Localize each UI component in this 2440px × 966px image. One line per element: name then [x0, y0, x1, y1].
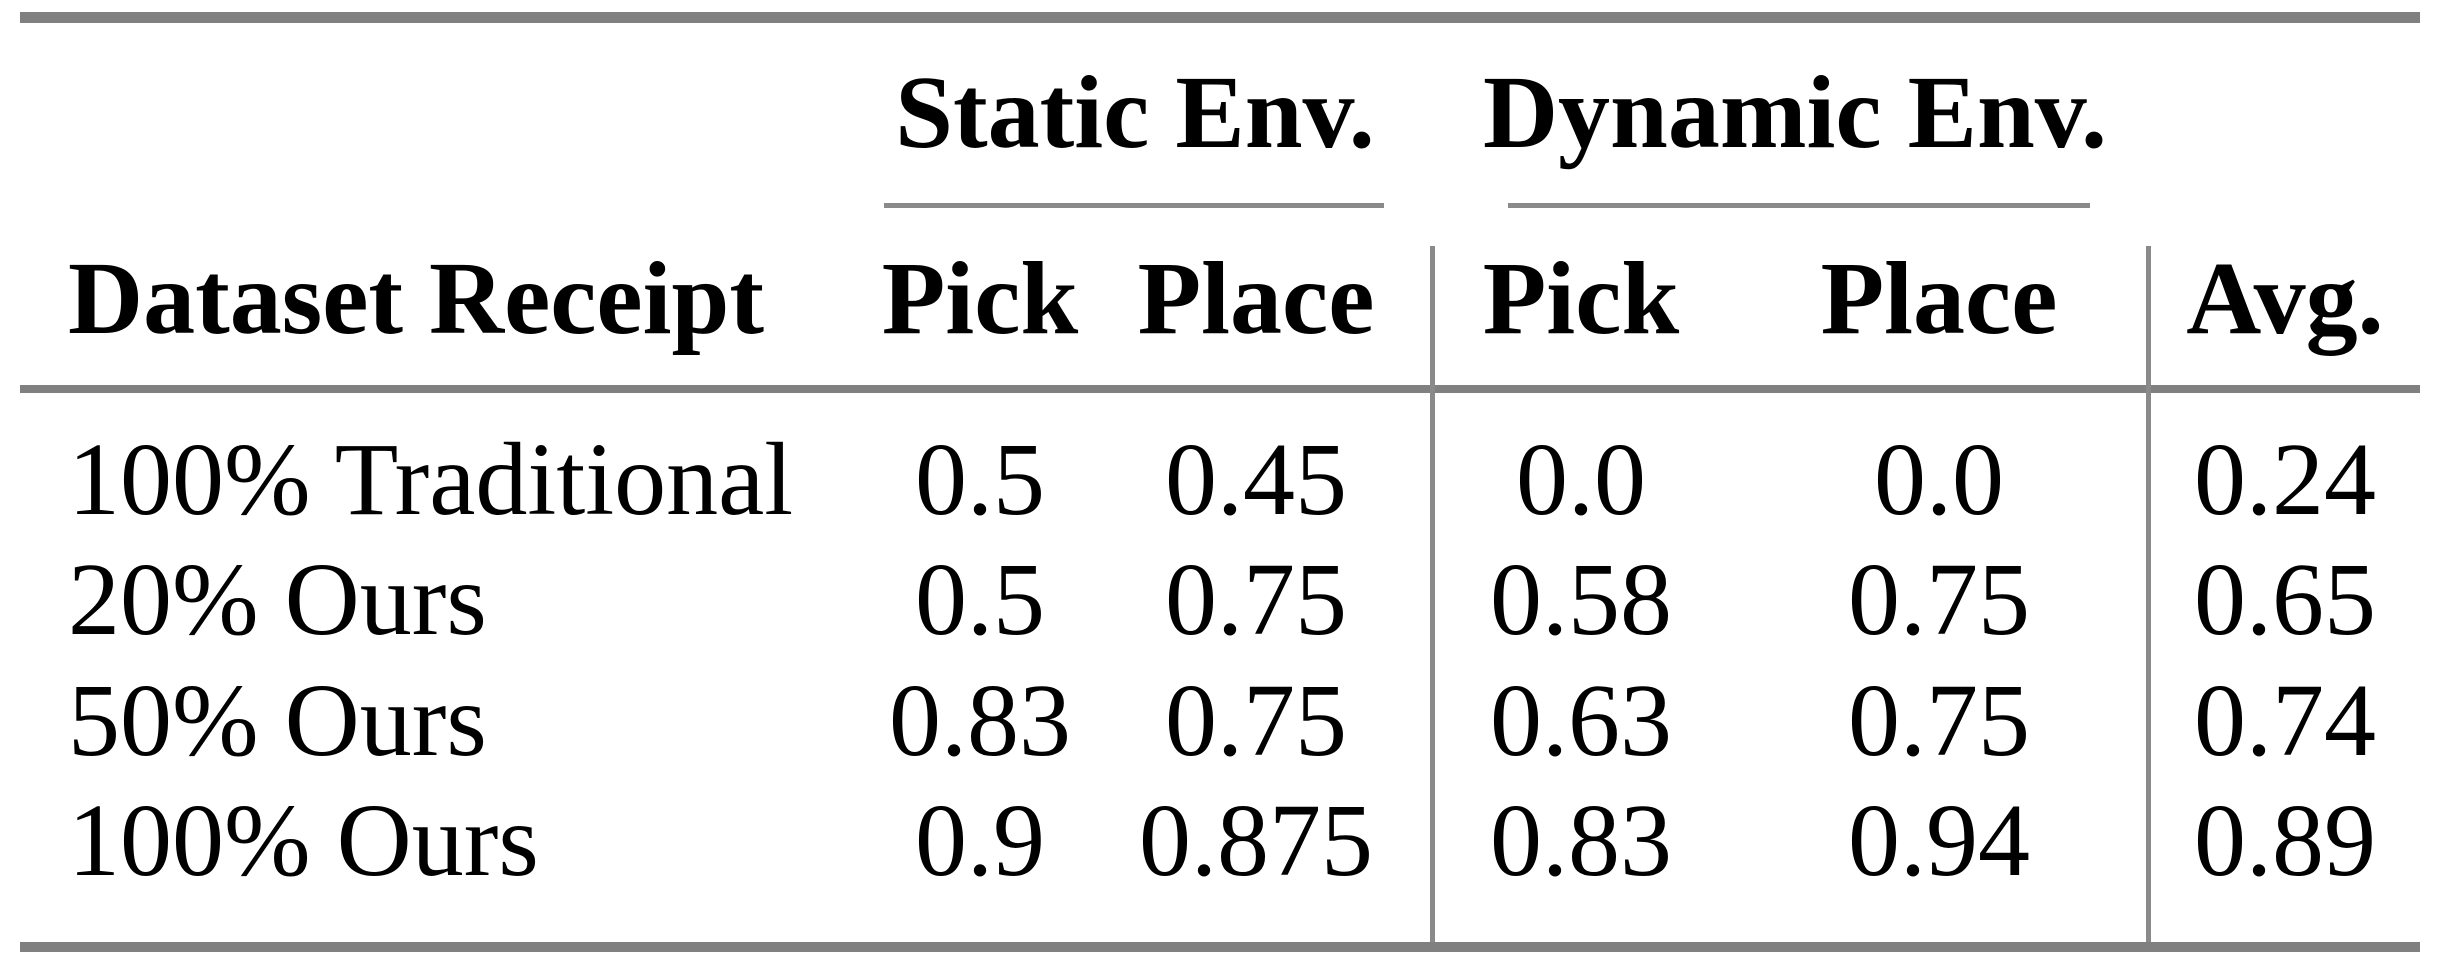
value-dynamic-place: 0.94 [1848, 783, 2030, 898]
column-header-dynamic-place: Place [1820, 241, 2058, 356]
value-static-pick: 0.9 [915, 783, 1045, 898]
value-static-place: 0.75 [1165, 663, 1347, 778]
value-avg: 0.74 [2194, 663, 2376, 778]
value-static-place: 0.875 [1139, 783, 1373, 898]
column-group-static-env: Static Env. [895, 55, 1375, 170]
value-avg: 0.24 [2194, 422, 2376, 537]
mid-rule [20, 385, 2420, 393]
bottom-rule [20, 942, 2420, 952]
value-dynamic-pick: 0.83 [1490, 783, 1672, 898]
vertical-separator-dynamic-avg [2146, 246, 2151, 942]
value-static-pick: 0.83 [889, 663, 1071, 778]
value-dynamic-place: 0.0 [1874, 422, 2004, 537]
value-dynamic-place: 0.75 [1848, 542, 2030, 657]
value-static-pick: 0.5 [915, 422, 1045, 537]
dynamic-env-underline [1508, 203, 2090, 208]
column-header-dynamic-pick: Pick [1482, 241, 1680, 356]
column-header-static-pick: Pick [881, 241, 1079, 356]
row-label: 100% Traditional [68, 422, 794, 537]
column-header-static-place: Place [1137, 241, 1375, 356]
value-static-place: 0.45 [1165, 422, 1347, 537]
row-label: 20% Ours [68, 542, 487, 657]
top-rule [20, 12, 2420, 23]
value-dynamic-pick: 0.58 [1490, 542, 1672, 657]
value-dynamic-pick: 0.63 [1490, 663, 1672, 778]
vertical-separator-static-dynamic [1430, 246, 1435, 942]
value-dynamic-place: 0.75 [1848, 663, 2030, 778]
value-static-pick: 0.5 [915, 542, 1045, 657]
value-static-place: 0.75 [1165, 542, 1347, 657]
column-header-dataset-receipt: Dataset Receipt [68, 241, 764, 356]
column-group-dynamic-env: Dynamic Env. [1482, 55, 2108, 170]
row-label: 50% Ours [68, 663, 487, 778]
value-avg: 0.65 [2194, 542, 2376, 657]
value-dynamic-pick: 0.0 [1516, 422, 1646, 537]
row-label: 100% Ours [68, 783, 539, 898]
value-avg: 0.89 [2194, 783, 2376, 898]
static-env-underline [884, 203, 1384, 208]
column-header-avg: Avg. [2186, 241, 2384, 356]
